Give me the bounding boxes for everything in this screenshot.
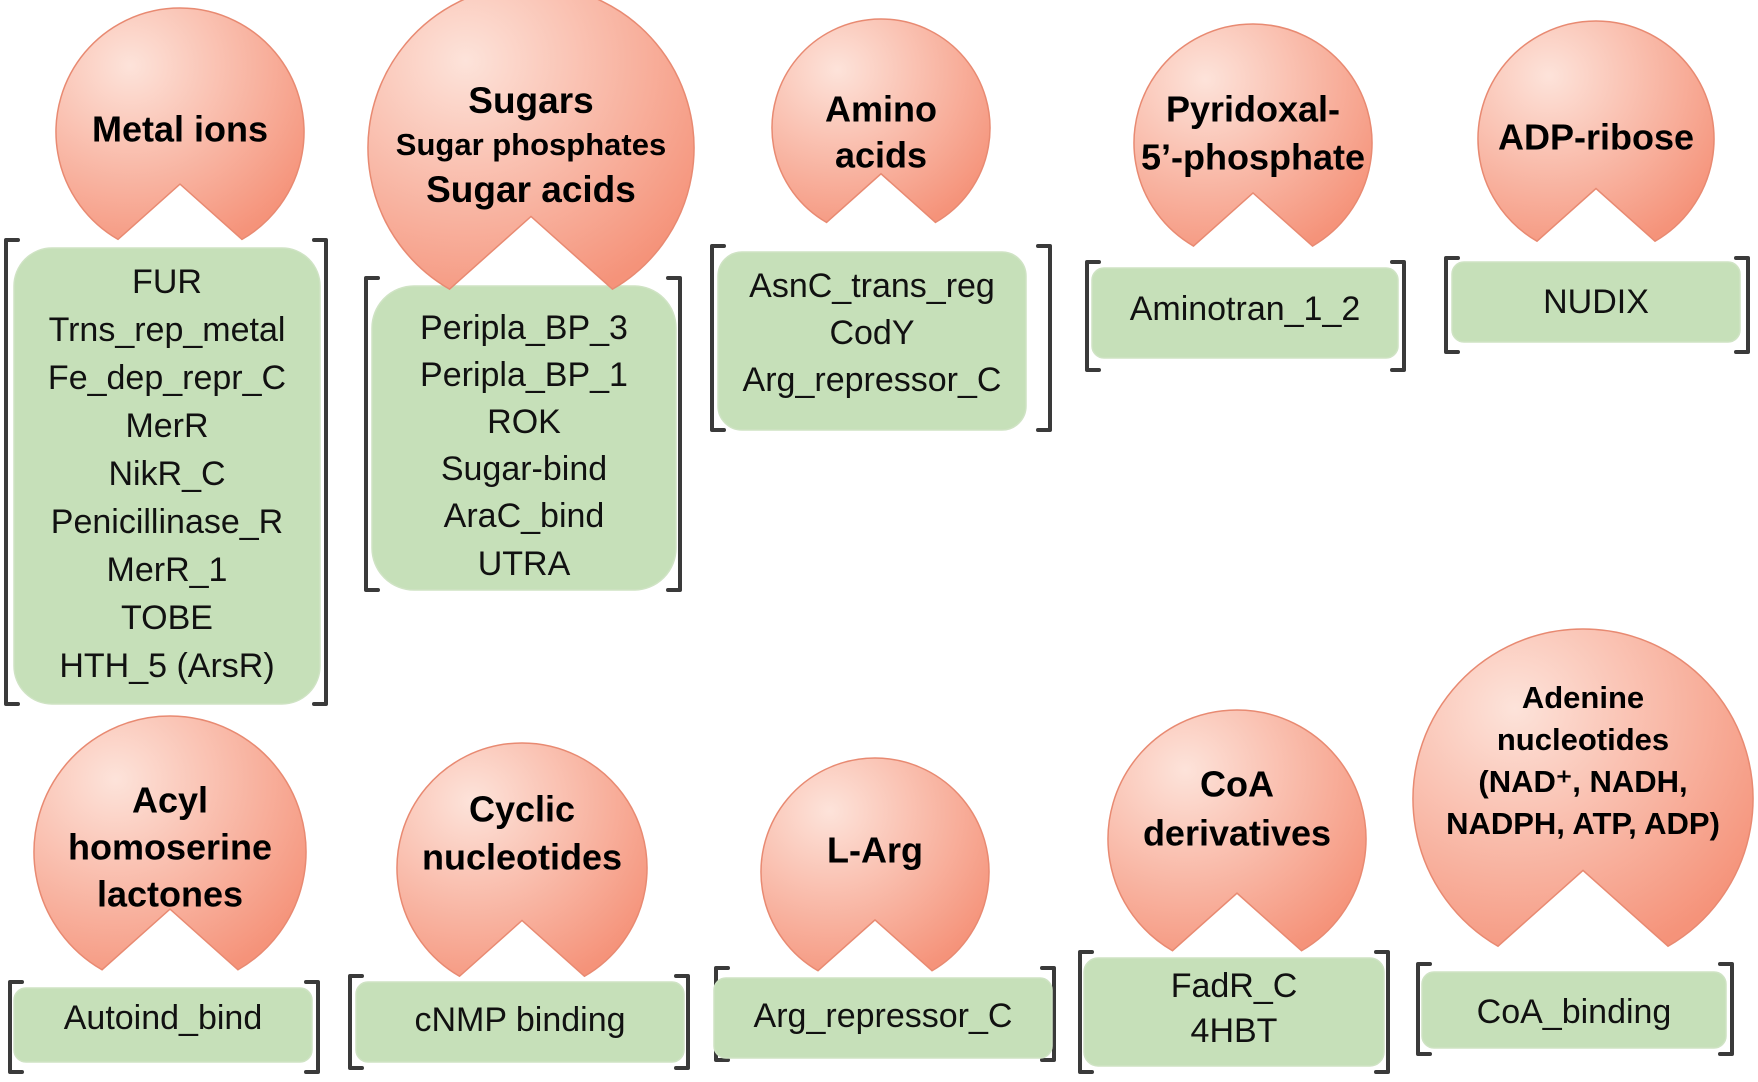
ligand-label: derivatives <box>1143 813 1331 854</box>
ligand-shape <box>396 742 648 978</box>
bracket <box>710 244 1052 432</box>
domain-name: Aminotran_1_2 <box>1130 290 1361 328</box>
ligand-label: Sugar phosphates <box>396 127 666 162</box>
ligand-label: Acyl <box>132 780 208 821</box>
group-metal-ions: Metal ions FUR Trns_rep_metal Fe_dep_repr_C… <box>4 7 328 706</box>
group-coa-derivatives: CoA derivatives FadR_C 4HBT <box>1078 709 1390 1074</box>
ligand-shape <box>771 18 991 224</box>
bracket <box>1085 260 1406 372</box>
ligand-label: (NAD⁺, NADH, <box>1478 764 1687 799</box>
ligand-label: nucleotides <box>1497 722 1669 757</box>
group-cyclic-nucleotides: Cyclic nucleotides cNMP binding <box>348 742 690 1070</box>
domain-box <box>13 987 313 1063</box>
domain-name: Autoind_bind <box>64 999 263 1037</box>
domain-box <box>355 981 685 1063</box>
domain-name: ROK <box>487 403 561 441</box>
ligand-label: Metal ions <box>92 109 268 150</box>
domain-name: MerR_1 <box>107 551 228 589</box>
bracket <box>4 238 328 706</box>
ligand-label: acids <box>835 135 927 176</box>
domain-name: Arg_repressor_C <box>743 361 1002 399</box>
ligand-label: NADPH, ATP, ADP) <box>1446 806 1720 841</box>
domain-name: 4HBT <box>1191 1012 1278 1050</box>
domain-box <box>1421 971 1727 1049</box>
domain-name: Trns_rep_metal <box>49 311 286 349</box>
domain-name: TOBE <box>121 599 213 637</box>
group-adenine-nucleotides: Adenine nucleotides (NAD⁺, NADH, NADPH, ATP… <box>1412 628 1754 1056</box>
ligand-shape <box>367 0 695 291</box>
domain-name: CodY <box>829 314 914 352</box>
domain-box <box>713 977 1053 1059</box>
ligand-shape <box>760 757 990 972</box>
ligand-label: Sugar acids <box>426 169 636 210</box>
domain-name: FadR_C <box>1171 967 1298 1005</box>
bracket <box>1444 256 1750 354</box>
domain-name: Sugar-bind <box>441 450 607 488</box>
ligand-label: 5’-phosphate <box>1141 137 1365 178</box>
bracket <box>1078 950 1390 1074</box>
domain-name: CoA_binding <box>1477 993 1672 1031</box>
group-adp-ribose: ADP-ribose NUDIX <box>1444 20 1750 354</box>
ligand-shape <box>1412 628 1754 948</box>
domain-name: UTRA <box>478 545 571 583</box>
ligand-label: L-Arg <box>827 830 923 871</box>
domain-name: Fe_dep_repr_C <box>48 359 286 397</box>
ligand-label: nucleotides <box>422 837 622 878</box>
ligand-label: Adenine <box>1522 680 1644 715</box>
ligand-label: ADP-ribose <box>1498 117 1694 158</box>
bracket <box>348 974 690 1070</box>
group-amino-acids: Amino acids AsnC_trans_reg CodY Arg_represso… <box>710 18 1052 432</box>
group-acyl-homoserine: Acyl homoserine lactones Autoind_bind <box>8 715 320 1074</box>
domain-box <box>1091 267 1399 359</box>
ligand-label: lactones <box>97 874 243 915</box>
group-pyridoxal: Pyridoxal- 5’-phosphate Aminotran_1_2 <box>1085 23 1406 372</box>
bracket <box>1416 962 1734 1056</box>
domain-name: AraC_bind <box>444 497 605 535</box>
group-sugars: Sugars Sugar phosphates Sugar acids Peripla… <box>364 0 695 592</box>
ligand-label: Sugars <box>468 80 593 121</box>
domain-name: NikR_C <box>108 455 225 493</box>
domain-name: FUR <box>132 263 202 301</box>
ligand-label: Amino <box>825 89 937 130</box>
ligand-shape <box>1133 23 1373 247</box>
ligand-label: CoA <box>1200 764 1274 805</box>
ligand-shape <box>33 715 307 971</box>
domain-name: Peripla_BP_3 <box>420 309 628 347</box>
ligand-label: Pyridoxal- <box>1166 89 1340 130</box>
bracket <box>8 980 320 1074</box>
domain-name: NUDIX <box>1543 283 1649 321</box>
ligand-label: Cyclic <box>469 789 575 830</box>
group-l-arg: L-Arg Arg_repressor_C <box>713 757 1056 1062</box>
domain-name: Penicillinase_R <box>51 503 283 541</box>
domain-box <box>1083 957 1385 1067</box>
domain-name: Arg_repressor_C <box>754 997 1013 1035</box>
ligand-shape <box>1107 709 1367 952</box>
domain-name: cNMP binding <box>414 1001 625 1039</box>
domain-box <box>371 285 677 591</box>
ligand-shape <box>1477 20 1715 243</box>
ligand-shape <box>55 7 305 241</box>
domain-box <box>1451 261 1741 343</box>
domain-box <box>717 251 1027 431</box>
bracket <box>364 276 682 592</box>
ligand-label: homoserine <box>68 827 272 868</box>
domain-name: Peripla_BP_1 <box>420 356 628 394</box>
domain-name: MerR <box>125 407 208 445</box>
domain-name: AsnC_trans_reg <box>749 267 995 305</box>
domain-box <box>13 247 321 705</box>
domain-name: HTH_5 (ArsR) <box>59 647 274 685</box>
